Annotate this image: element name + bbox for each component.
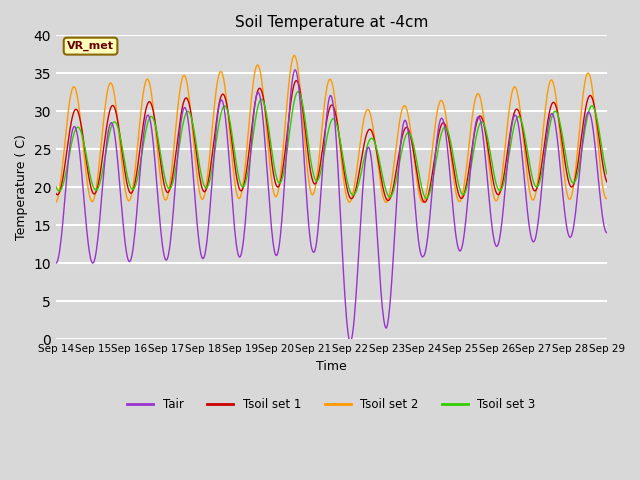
Legend: Tair, Tsoil set 1, Tsoil set 2, Tsoil set 3: Tair, Tsoil set 1, Tsoil set 2, Tsoil se…	[123, 394, 540, 416]
Y-axis label: Temperature ( C): Temperature ( C)	[15, 134, 28, 240]
Text: VR_met: VR_met	[67, 41, 114, 51]
Title: Soil Temperature at -4cm: Soil Temperature at -4cm	[235, 15, 428, 30]
X-axis label: Time: Time	[316, 360, 347, 372]
